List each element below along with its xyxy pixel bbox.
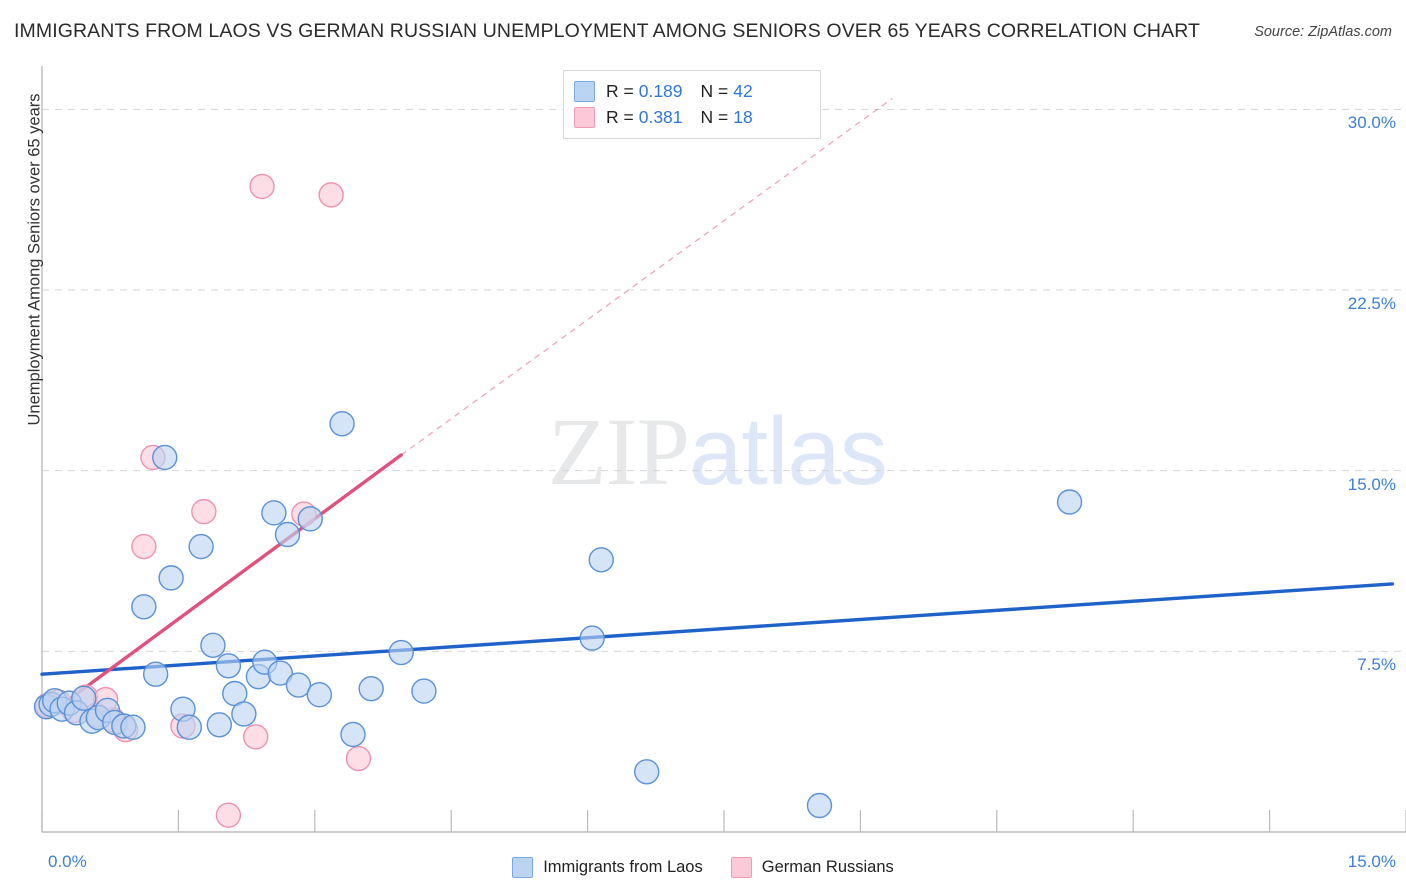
legend-item-german-russians[interactable]: German Russians — [730, 857, 894, 878]
scatter-point[interactable] — [329, 411, 355, 437]
scatter-point[interactable] — [634, 759, 660, 785]
stat-n-value-blue: 42 — [733, 80, 753, 101]
legend-label-german-russians: German Russians — [761, 858, 894, 876]
legend-swatch-pink-icon — [574, 106, 595, 128]
scatter-point[interactable] — [158, 565, 184, 591]
scatter-point[interactable] — [358, 675, 384, 702]
scatter-point[interactable] — [285, 672, 312, 698]
scatter-point[interactable] — [340, 721, 366, 748]
scatter-point[interactable] — [318, 182, 344, 208]
scatter-point[interactable] — [131, 594, 157, 620]
trend-line-extension — [400, 98, 893, 456]
stat-r-label-blue: R = — [606, 80, 634, 101]
source-attribution: Source: ZipAtlas.com — [1254, 24, 1392, 40]
scatter-point[interactable] — [411, 678, 437, 704]
scatter-point[interactable] — [200, 632, 226, 659]
legend-swatch-blue-icon — [512, 857, 534, 878]
scatter-point[interactable] — [1056, 489, 1083, 515]
scatter-point[interactable] — [274, 521, 301, 548]
scatter-point[interactable] — [806, 792, 833, 819]
scatter-point[interactable] — [388, 639, 414, 666]
scatter-point[interactable] — [306, 682, 333, 708]
y-axis-title: Unemployment Among Seniors over 65 years — [25, 93, 44, 426]
y-tick-label: 15.0% — [1347, 474, 1396, 494]
stat-n-value-pink: 18 — [733, 106, 753, 127]
x-axis-ticks — [41, 810, 1406, 832]
scatter-point[interactable] — [242, 724, 269, 750]
scatter-point[interactable] — [120, 714, 146, 740]
legend-swatch-pink-icon — [730, 857, 752, 878]
legend-label-immigrants-from-laos: Immigrants from Laos — [543, 858, 703, 876]
stat-r-label-pink: R = — [606, 106, 634, 127]
y-tick-label: 30.0% — [1347, 113, 1396, 133]
stats-row-pink: R = 0.381 N = 18 — [574, 104, 810, 130]
stat-n-label-blue: N = — [700, 80, 729, 101]
trend-lines — [40, 98, 1395, 715]
scatter-point[interactable] — [152, 444, 178, 471]
y-tick-label: 7.5% — [1357, 655, 1396, 675]
stat-r-value-pink: 0.381 — [638, 106, 683, 127]
scatter-point[interactable] — [267, 660, 293, 686]
scatter-point[interactable] — [142, 661, 169, 687]
scatter-point[interactable] — [131, 533, 157, 560]
scatter-point[interactable] — [206, 712, 233, 738]
scatter-point[interactable] — [588, 547, 614, 573]
scatter-point[interactable] — [297, 506, 323, 532]
scatter-point[interactable] — [71, 685, 97, 712]
stats-row-blue: R = 0.189 N = 42 — [574, 78, 810, 104]
stat-n-label-pink: N = — [700, 106, 729, 127]
trend-line — [40, 582, 1395, 676]
correlation-stats-box: R = 0.189 N = 42 R = 0.381 N = 18 — [563, 70, 821, 139]
x-tick-label-min: 0.0% — [48, 852, 87, 871]
legend-swatch-blue-icon — [574, 80, 595, 102]
scatter-point[interactable] — [215, 653, 242, 679]
scatter-point[interactable] — [261, 500, 287, 526]
y-tick-label: 22.5% — [1347, 294, 1396, 314]
legend-item-immigrants-from-laos[interactable]: Immigrants from Laos — [512, 857, 703, 878]
scatter-point[interactable] — [345, 745, 372, 772]
page-title: IMMIGRANTS FROM LAOS VS GERMAN RUSSIAN U… — [14, 20, 1201, 42]
trend-line — [49, 453, 403, 715]
scatter-point[interactable] — [249, 173, 275, 200]
x-tick-label-max: 15.0% — [1347, 852, 1396, 871]
scatter-point[interactable] — [176, 714, 203, 740]
scatter-point[interactable] — [579, 625, 605, 651]
scatter-point[interactable] — [215, 802, 242, 828]
stat-r-value-blue: 0.189 — [638, 80, 683, 101]
scatter-point[interactable] — [188, 533, 214, 560]
scatter-point[interactable] — [231, 701, 257, 727]
series-legend: Immigrants from Laos German Russians — [0, 857, 1406, 878]
scatter-point[interactable] — [191, 498, 217, 525]
scatter-points-immigrants-from-laos — [33, 411, 1083, 819]
